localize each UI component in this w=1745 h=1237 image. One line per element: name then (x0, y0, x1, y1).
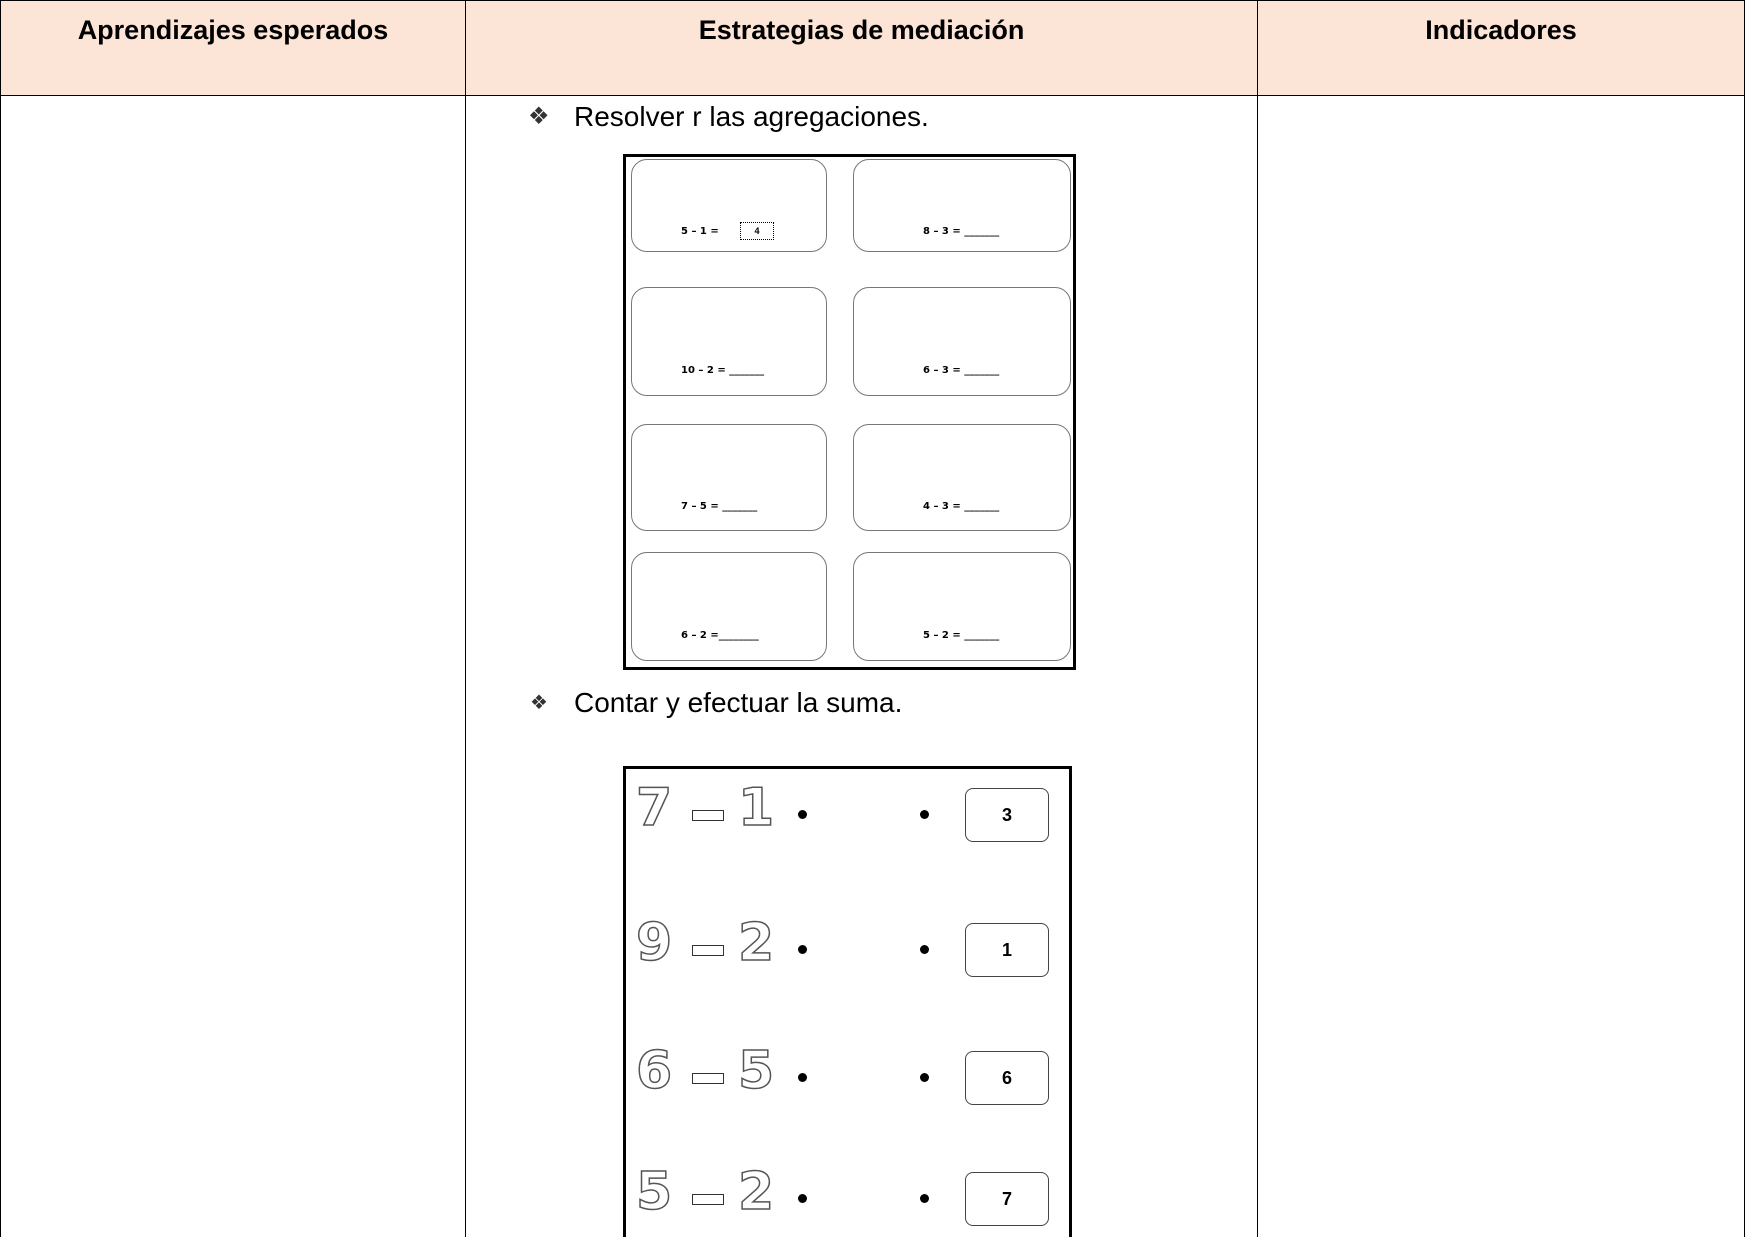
exercise-text: 5 – 1 = (681, 225, 719, 237)
match-dot (798, 810, 807, 819)
answer-box: 3 (965, 788, 1049, 842)
match-dot (798, 945, 807, 954)
figure-digit: 9 (635, 912, 673, 974)
exercise-text: 6 – 3 = _______ (923, 365, 1000, 377)
minus-box (692, 945, 724, 956)
figure-digit: 6 (635, 1040, 673, 1102)
header-cell: Estrategias de mediación (465, 0, 1258, 96)
bullet: ❖ (528, 103, 550, 130)
exercise-text: 6 – 2 =________ (681, 630, 759, 642)
figure-digit: 1 (737, 777, 775, 839)
instruction: Contar y efectuar la suma. (574, 687, 903, 718)
minus-box (692, 1073, 724, 1084)
figure-digit: 2 (737, 912, 775, 974)
figure-digit: 5 (737, 1040, 775, 1102)
exercise-text: 4 – 3 = _______ (923, 501, 1000, 513)
exercise-card (853, 424, 1071, 531)
exercise-text: 8 – 3 = _______ (923, 225, 1000, 237)
instruction: Resolver r las agregaciones. (574, 101, 929, 132)
minus-box (692, 1194, 724, 1205)
worksheet (623, 154, 1076, 670)
header-cell: Indicadores (1257, 0, 1745, 96)
exercise-card (853, 552, 1071, 661)
exercise-card (853, 159, 1071, 252)
answer-box: 1 (965, 923, 1049, 977)
header-cell: Aprendizajes esperados (0, 0, 466, 96)
figure-digit: 2 (737, 1161, 775, 1223)
exercise-card (631, 424, 827, 531)
figure-digit: 5 (635, 1161, 673, 1223)
answer-box: 6 (965, 1051, 1049, 1105)
exercise-card (631, 159, 827, 252)
match-dot (798, 1194, 807, 1203)
exercise-text: 5 – 2 = _______ (923, 630, 1000, 642)
worksheet (623, 766, 1072, 1237)
answer-box: 7 (965, 1172, 1049, 1226)
match-dot (920, 945, 929, 954)
match-dot (920, 1073, 929, 1082)
figure-digit: 7 (635, 777, 673, 839)
exercise-card (853, 287, 1071, 396)
exercise-text: 10 – 2 = _______ (681, 365, 765, 377)
table-cell (0, 95, 466, 1237)
exercise-text: 7 – 5 = _______ (681, 501, 758, 513)
match-dot (920, 1194, 929, 1203)
match-dot (920, 810, 929, 819)
minus-box (692, 810, 724, 821)
sample-answer: 4 (740, 221, 774, 240)
bullet: ❖ (530, 692, 548, 714)
match-dot (798, 1073, 807, 1082)
table-cell (1257, 95, 1745, 1237)
exercise-card (631, 552, 827, 661)
exercise-card (631, 287, 827, 396)
